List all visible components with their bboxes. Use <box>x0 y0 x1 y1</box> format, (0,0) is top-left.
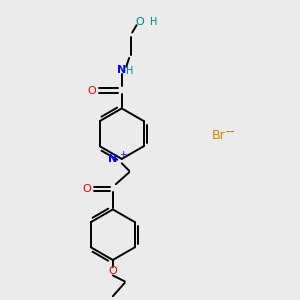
Text: −: − <box>225 126 236 139</box>
Text: O: O <box>87 85 96 96</box>
Text: H: H <box>126 66 134 76</box>
Text: O: O <box>109 266 117 276</box>
Text: N: N <box>108 154 117 164</box>
Text: H: H <box>150 17 158 27</box>
Text: Br: Br <box>212 129 225 142</box>
Text: N: N <box>117 65 126 75</box>
Text: O: O <box>135 17 144 27</box>
Text: +: + <box>119 150 127 159</box>
Text: O: O <box>82 184 91 194</box>
